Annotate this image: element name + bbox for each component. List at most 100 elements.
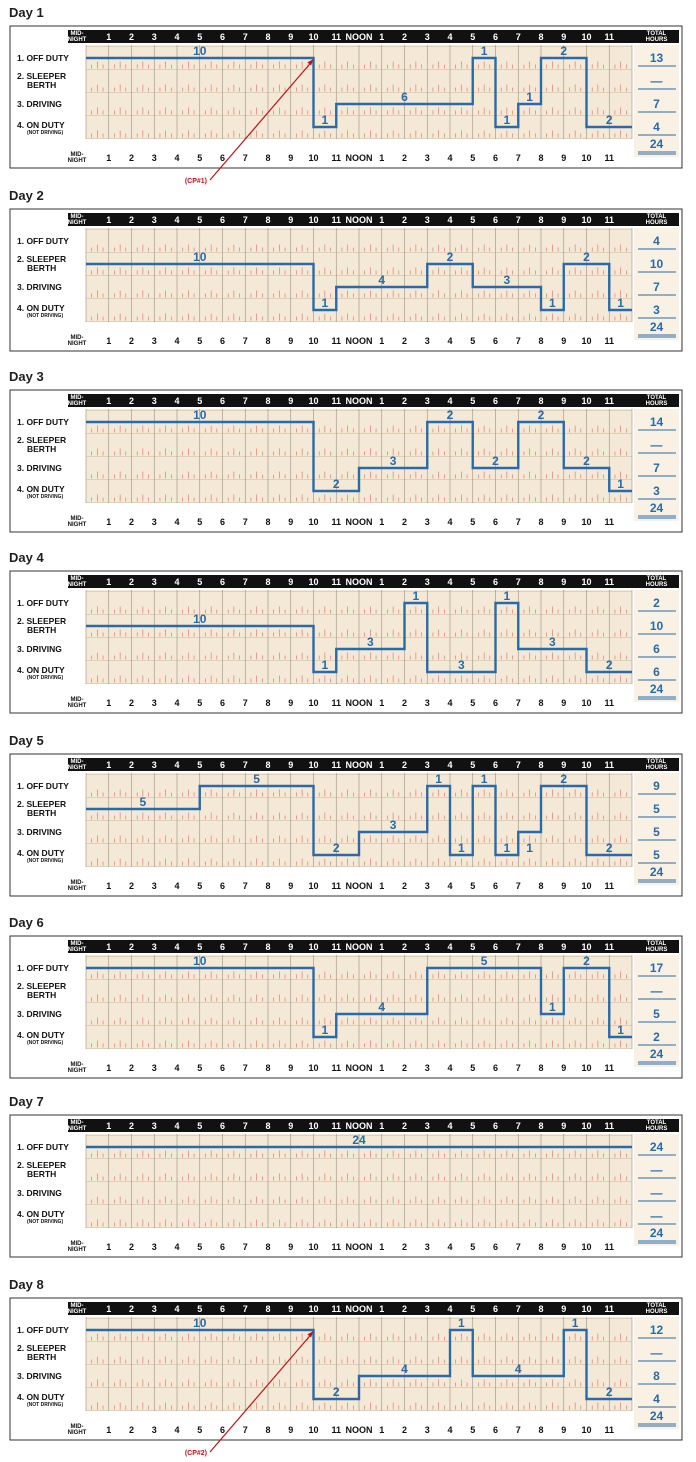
hour-tick-label-bottom: 10 — [581, 881, 591, 891]
midnight-label-bottom: NIGHT — [68, 886, 87, 892]
hour-tick-label-bottom: 7 — [516, 881, 521, 891]
hour-tick-label-bottom: 10 — [581, 1063, 591, 1073]
hour-tick-label-top: 11 — [604, 215, 614, 225]
total-hours-value: 10 — [650, 619, 664, 633]
hour-tick-label-top: 1 — [379, 1121, 384, 1131]
total-hours-header: HOURS — [646, 947, 668, 953]
hour-tick-label-top: 1 — [106, 1304, 111, 1314]
hour-tick-label-top: 6 — [220, 396, 225, 406]
hour-tick-label-top: 2 — [129, 1121, 134, 1131]
segment-duration-label: 10 — [193, 44, 207, 58]
hour-tick-label-top: 10 — [308, 32, 318, 42]
hour-tick-label-bottom: 9 — [561, 698, 566, 708]
hour-tick-label-bottom: 10 — [308, 698, 318, 708]
hour-tick-label-bottom: 5 — [197, 1063, 202, 1073]
hour-tick-label-top: 8 — [265, 577, 270, 587]
hour-tick-label-top: NOON — [346, 215, 373, 225]
hour-tick-label-top: 1 — [379, 577, 384, 587]
segment-duration-label: 2 — [333, 841, 340, 855]
hour-tick-label-bottom: 6 — [220, 698, 225, 708]
hour-tick-label-bottom: 8 — [538, 336, 543, 346]
total-hours-header: TOTAL — [647, 214, 667, 220]
row-label: 3. DRIVING — [17, 1009, 62, 1019]
hour-tick-label-bottom: 7 — [516, 153, 521, 163]
row-label-sub: BERTH — [27, 1352, 56, 1362]
hour-tick-label-bottom: 5 — [470, 153, 475, 163]
segment-duration-label: 5 — [253, 772, 260, 786]
hour-tick-label-bottom: 6 — [493, 1063, 498, 1073]
segment-duration-label: 2 — [560, 44, 567, 58]
segment-duration-label: 5 — [481, 954, 488, 968]
hour-tick-label-bottom: 11 — [604, 1425, 614, 1435]
hour-tick-label-top: 3 — [425, 1121, 430, 1131]
segment-duration-label: 1 — [413, 589, 420, 603]
hour-tick-label-bottom: 8 — [265, 153, 270, 163]
hour-tick-label-top: 4 — [174, 1121, 179, 1131]
hour-tick-label-top: 4 — [174, 942, 179, 952]
hour-tick-label-top: 5 — [470, 32, 475, 42]
hour-tick-label-bottom: 1 — [379, 881, 384, 891]
hour-tick-label-bottom: 8 — [538, 881, 543, 891]
hour-tick-label-top: 10 — [308, 760, 318, 770]
hour-tick-label-top: 3 — [152, 1121, 157, 1131]
segment-duration-label: 6 — [401, 90, 408, 104]
segment-duration-label: 2 — [583, 454, 590, 468]
row-label: 2. SLEEPER — [17, 435, 66, 445]
hour-tick-label-top: 7 — [516, 1121, 521, 1131]
hour-tick-label-top: 3 — [425, 396, 430, 406]
hour-tick-label-bottom: 7 — [516, 517, 521, 527]
hour-tick-label-bottom: 2 — [402, 1242, 407, 1252]
row-label: 2. SLEEPER — [17, 616, 66, 626]
totals-area — [634, 590, 679, 702]
midnight-label-top: MID- — [71, 941, 84, 947]
hour-tick-label-top: 9 — [288, 1304, 293, 1314]
hour-tick-label-top: 11 — [604, 1304, 614, 1314]
hour-tick-label-top: 2 — [129, 1304, 134, 1314]
day-title: Day 1 — [9, 5, 44, 20]
hour-tick-label-bottom: 10 — [308, 336, 318, 346]
hour-tick-label-bottom: 9 — [288, 881, 293, 891]
hour-tick-label-top: 9 — [561, 1121, 566, 1131]
hour-tick-label-bottom: 11 — [604, 336, 614, 346]
row-label: 3. DRIVING — [17, 827, 62, 837]
hour-tick-label-bottom: 11 — [604, 1063, 614, 1073]
hour-tick-label-bottom: 6 — [220, 336, 225, 346]
total-hours-value: — — [651, 1163, 663, 1177]
hour-tick-label-top: 1 — [379, 1304, 384, 1314]
segment-duration-label: 3 — [367, 635, 374, 649]
segment-duration-label: 1 — [617, 477, 624, 491]
hour-tick-label-bottom: 2 — [129, 153, 134, 163]
hour-tick-label-top: 5 — [470, 215, 475, 225]
midnight-label-top: MID- — [71, 1120, 84, 1126]
hour-tick-label-top: 5 — [197, 1121, 202, 1131]
hour-tick-label-top: 8 — [538, 760, 543, 770]
hour-tick-label-top: 7 — [243, 942, 248, 952]
hour-tick-label-bottom: 10 — [581, 1425, 591, 1435]
total-hours-header: HOURS — [646, 37, 668, 43]
totals-area — [634, 409, 679, 521]
hour-tick-label-bottom: 6 — [220, 1063, 225, 1073]
hour-tick-label-top: 5 — [197, 760, 202, 770]
hour-tick-label-bottom: 3 — [152, 1063, 157, 1073]
hour-tick-label-top: 2 — [129, 32, 134, 42]
row-label: 1. OFF DUTY — [17, 598, 69, 608]
hour-tick-label-top: 4 — [174, 1304, 179, 1314]
midnight-label-bottom: MID- — [71, 516, 84, 522]
segment-duration-label: 1 — [322, 658, 329, 672]
hour-tick-label-bottom: 2 — [129, 517, 134, 527]
hour-tick-label-bottom: 3 — [152, 1425, 157, 1435]
hour-tick-label-top: 2 — [402, 942, 407, 952]
hour-tick-label-bottom: 10 — [581, 1242, 591, 1252]
hour-tick-label-bottom: 6 — [493, 698, 498, 708]
hour-tick-label-top: 6 — [220, 577, 225, 587]
hour-tick-label-bottom: 2 — [402, 336, 407, 346]
hour-tick-label-top: 4 — [174, 577, 179, 587]
hour-tick-label-bottom: 3 — [152, 1242, 157, 1252]
hour-tick-label-top: 4 — [447, 577, 452, 587]
segment-duration-label: 1 — [322, 113, 329, 127]
day-title: Day 7 — [9, 1094, 44, 1109]
hour-tick-label-bottom: 7 — [516, 336, 521, 346]
hour-tick-label-top: 7 — [243, 1121, 248, 1131]
